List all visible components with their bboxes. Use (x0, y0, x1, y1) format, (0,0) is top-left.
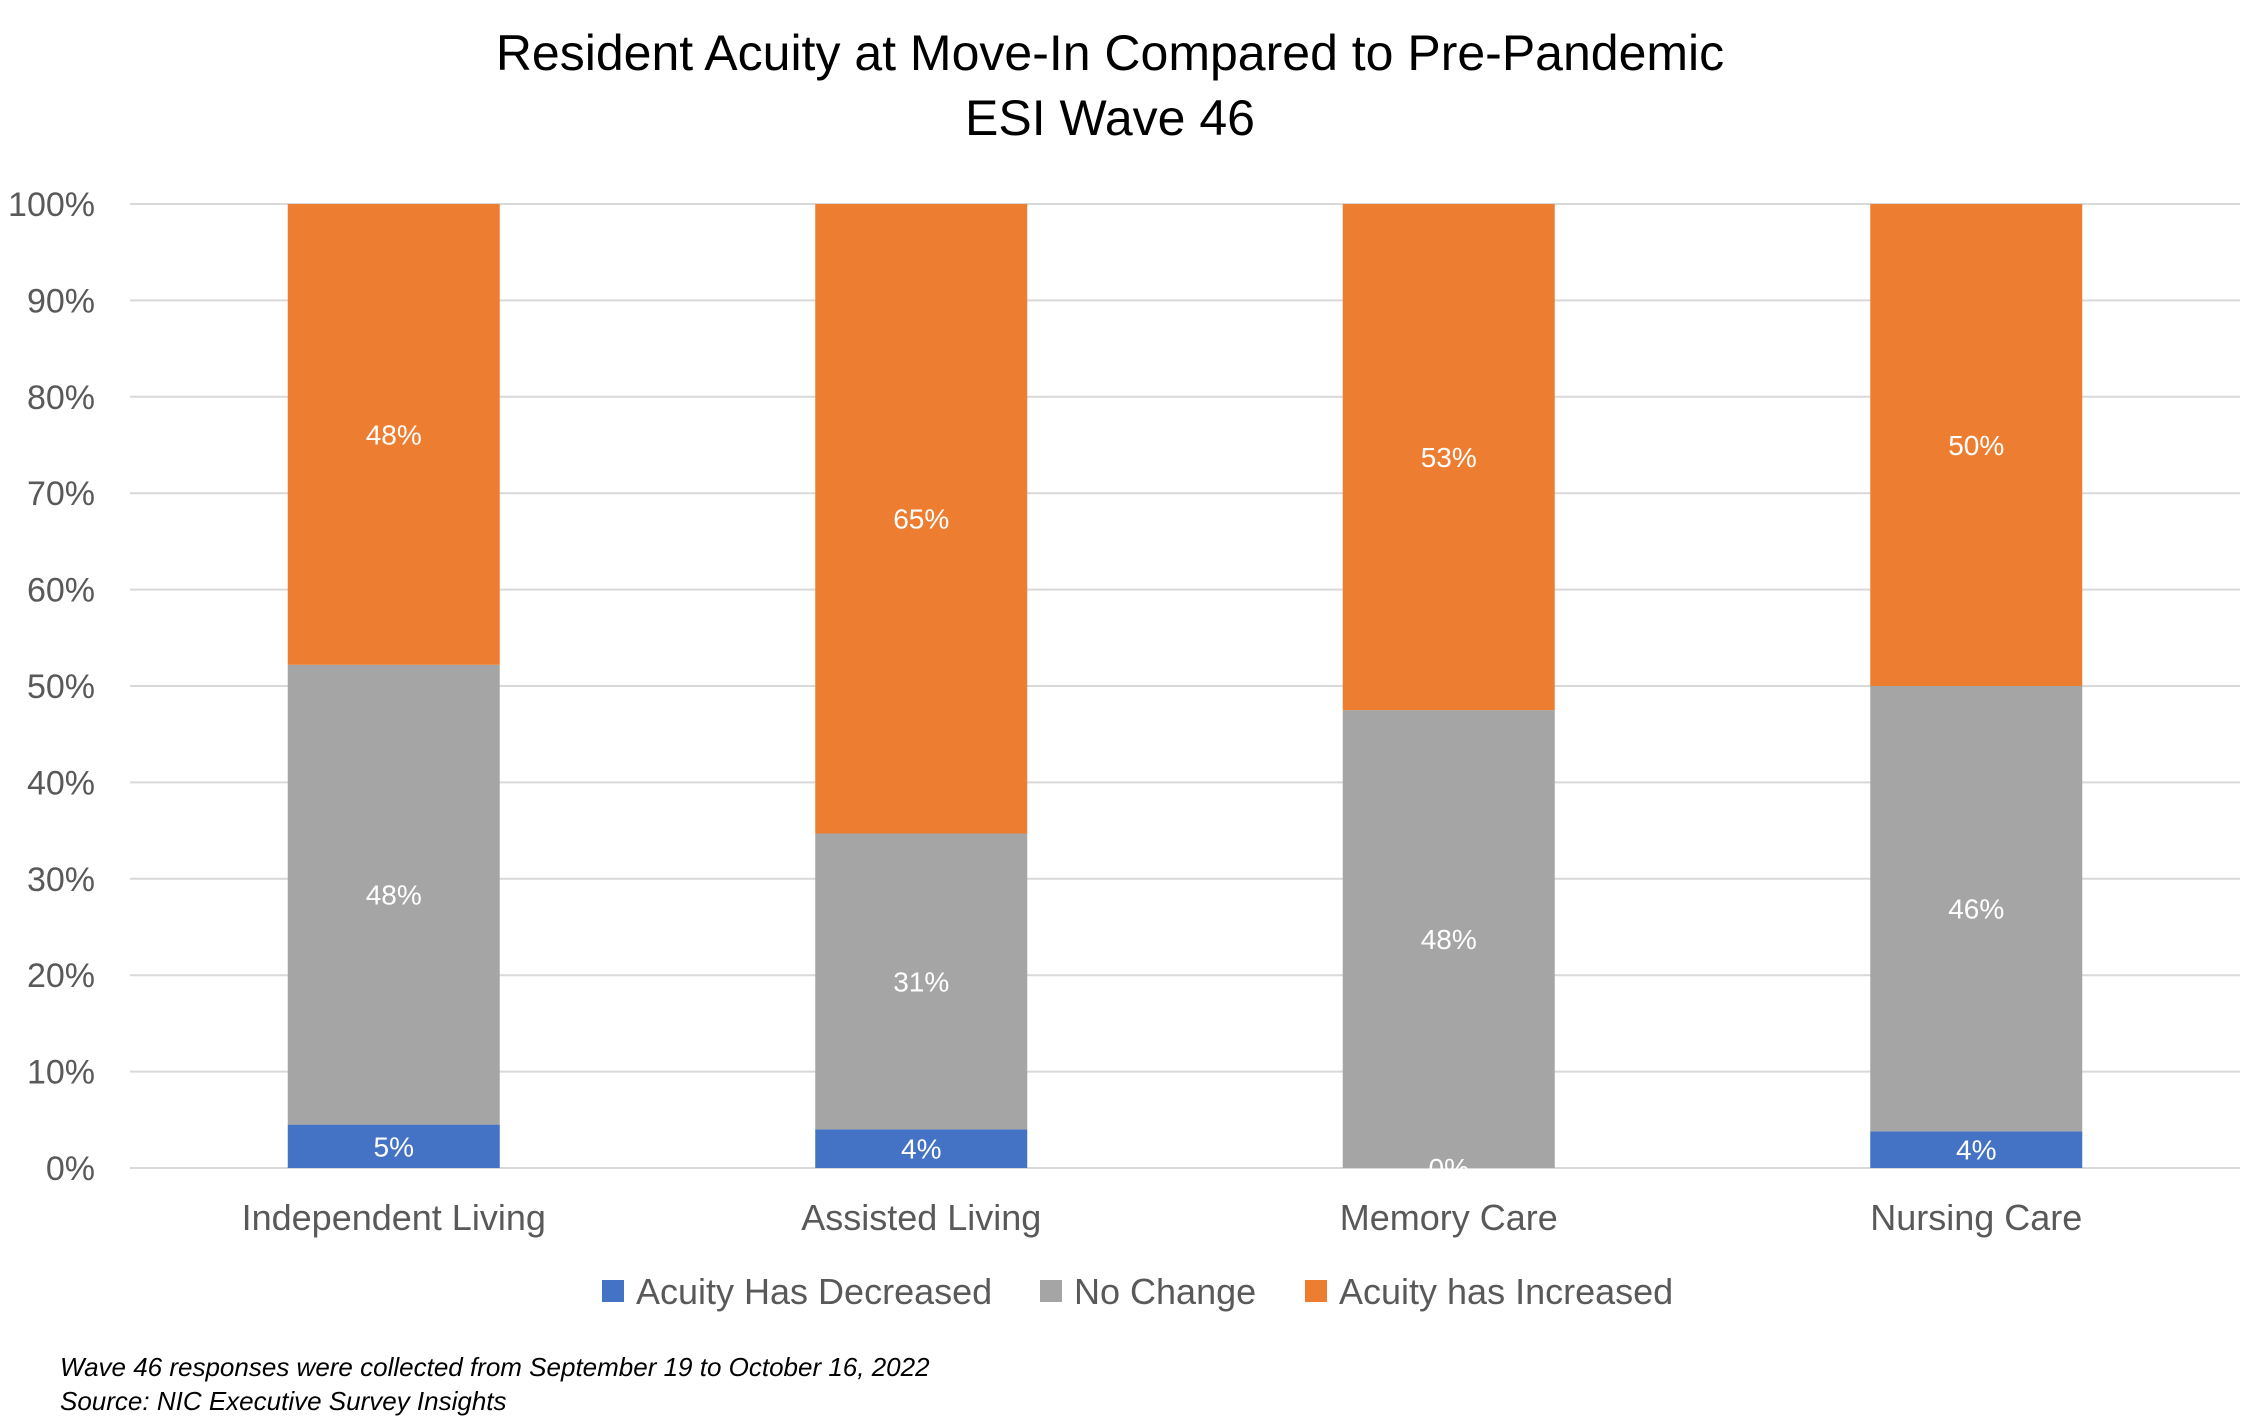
legend: Acuity Has Decreased No Change Acuity has … (602, 1271, 1673, 1312)
y-tick-label: 90% (27, 282, 95, 320)
bar-segment (1342, 710, 1555, 1168)
data-label: 5% (374, 1131, 414, 1162)
legend-label: Acuity Has Decreased (636, 1271, 992, 1312)
bar-segment (1870, 204, 2083, 686)
bar-segment (1870, 686, 2083, 1132)
bar-segment (815, 204, 1028, 834)
y-tick-label: 0% (46, 1150, 95, 1188)
bars (287, 204, 2083, 1168)
y-tick-label: 100% (8, 186, 95, 224)
bar-segment (1342, 204, 1555, 711)
y-tick-label: 20% (27, 957, 95, 995)
chart-subtitle: ESI Wave 46 (965, 90, 1255, 146)
y-tick-label: 50% (27, 668, 95, 706)
data-label: 4% (901, 1134, 941, 1165)
data-label: 50% (1948, 430, 2004, 461)
x-category-label: Nursing Care (1870, 1197, 2082, 1238)
legend-swatch (602, 1280, 624, 1302)
data-labels: 5% 48% 48% 4% 31% 65% 0% 48% 53% 4% 46% 50% (366, 419, 2005, 1184)
y-tick-label: 30% (27, 861, 95, 899)
legend-swatch (1040, 1280, 1062, 1302)
data-label: 65% (893, 504, 949, 535)
data-label: 46% (1948, 894, 2004, 925)
x-axis-categories: Independent Living Assisted Living Memory … (242, 1197, 2083, 1238)
x-category-label: Assisted Living (801, 1197, 1041, 1238)
y-tick-label: 40% (27, 764, 95, 802)
y-tick-label: 10% (27, 1054, 95, 1092)
bar-segment (287, 1124, 500, 1168)
chart-title: Resident Acuity at Move-In Compared to P… (496, 25, 1724, 81)
data-label: 0% (1429, 1153, 1469, 1184)
y-axis-ticks: 0% 10% 20% 30% 40% 50% 60% 70% 80% 90% 100% (8, 186, 95, 1188)
data-label: 48% (366, 880, 422, 911)
bar-segment (1870, 1131, 2083, 1168)
data-label: 4% (1956, 1135, 1996, 1166)
y-tick-label: 70% (27, 475, 95, 513)
legend-label: No Change (1074, 1271, 1256, 1312)
y-tick-label: 80% (27, 379, 95, 417)
data-label: 31% (893, 966, 949, 997)
data-label: 48% (1421, 924, 1477, 955)
legend-label: Acuity has Increased (1339, 1271, 1673, 1312)
data-label: 53% (1421, 442, 1477, 473)
x-category-label: Memory Care (1340, 1197, 1558, 1238)
bar-segment (287, 204, 500, 665)
bar-segment (287, 664, 500, 1125)
legend-swatch (1305, 1280, 1327, 1302)
bar-segment (815, 833, 1028, 1130)
footnote-dates: Wave 46 responses were collected from Se… (60, 1352, 930, 1382)
y-tick-label: 60% (27, 572, 95, 610)
x-category-label: Independent Living (242, 1197, 546, 1238)
bar-segment (815, 1129, 1028, 1168)
data-label: 48% (366, 419, 422, 450)
footnote-source: Source: NIC Executive Survey Insights (60, 1386, 507, 1416)
